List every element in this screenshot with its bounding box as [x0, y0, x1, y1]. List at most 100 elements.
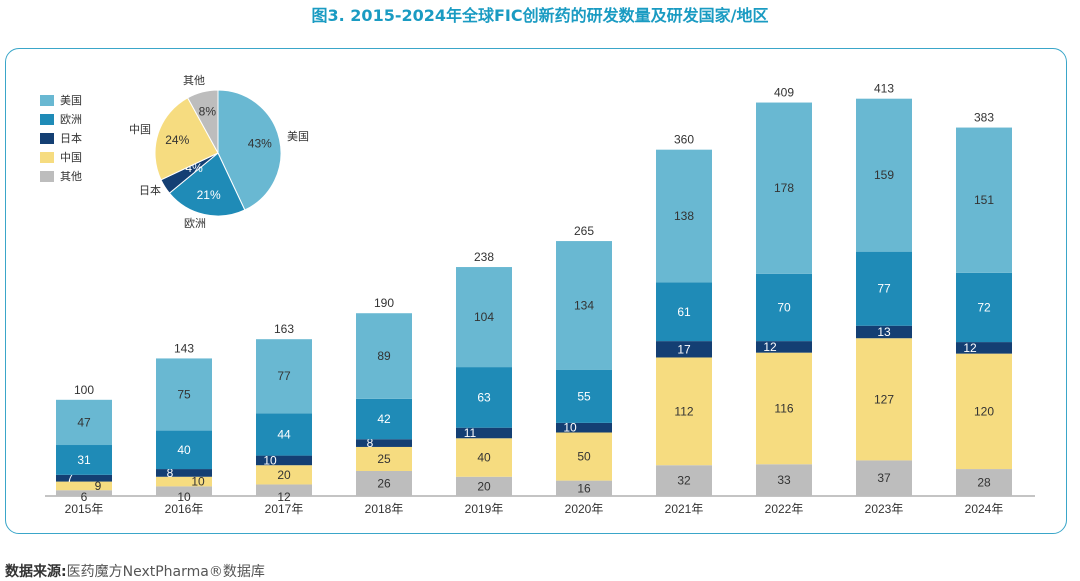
bar-total-8: 413 — [874, 82, 894, 96]
bar-label-美国-8: 159 — [874, 168, 894, 182]
bar-日本-4 — [456, 427, 512, 439]
bar-欧洲-5 — [556, 369, 612, 423]
bar-total-6: 360 — [674, 133, 694, 147]
bar-label-美国-4: 104 — [474, 310, 494, 324]
bar-美国-2 — [256, 339, 312, 414]
bar-label-日本-6: 17 — [677, 342, 691, 356]
chart-panel — [5, 48, 1067, 534]
bar-label-其他-5: 16 — [577, 481, 591, 495]
bar-total-0: 100 — [74, 383, 94, 397]
bar-中国-4 — [456, 438, 512, 477]
pie-slice-其他 — [186, 89, 219, 154]
bar-其他-6 — [656, 465, 712, 496]
pie-label-日本: 日本 — [139, 183, 161, 197]
bar-label-美国-9: 151 — [974, 193, 994, 207]
bar-其他-2 — [256, 484, 312, 496]
bar-total-9: 383 — [974, 111, 994, 125]
bar-label-日本-0: 7 — [67, 471, 74, 485]
bar-日本-2 — [256, 455, 312, 466]
bar-中国-2 — [256, 465, 312, 485]
bar-label-中国-0: 9 — [95, 479, 102, 493]
bar-label-欧洲-2: 44 — [277, 427, 291, 441]
bar-label-日本-8: 13 — [877, 325, 891, 339]
x-tick-7: 2022年 — [765, 502, 804, 516]
bar-label-欧洲-6: 61 — [677, 305, 691, 319]
legend-label-2: 日本 — [60, 131, 82, 145]
bar-美国-9 — [956, 127, 1012, 273]
x-tick-2: 2017年 — [265, 502, 304, 516]
bar-label-其他-6: 32 — [677, 474, 691, 488]
bar-label-其他-0: 6 — [81, 490, 88, 504]
bar-label-日本-5: 10 — [563, 421, 577, 435]
x-tick-3: 2018年 — [365, 502, 404, 516]
bar-label-欧洲-9: 72 — [977, 300, 991, 314]
bar-label-其他-8: 37 — [877, 471, 891, 485]
x-tick-4: 2019年 — [465, 502, 504, 516]
bar-美国-7 — [756, 102, 812, 274]
legend-label-0: 美国 — [60, 94, 82, 107]
bar-label-中国-9: 120 — [974, 404, 994, 418]
bar-美国-5 — [556, 241, 612, 370]
data-source: 数据来源:医药魔方NextPharma®数据库 — [5, 561, 265, 581]
bar-label-中国-4: 40 — [477, 451, 491, 465]
bar-label-其他-3: 26 — [377, 476, 391, 490]
bar-欧洲-0 — [56, 445, 112, 475]
legend-swatch-2 — [40, 133, 54, 144]
bar-其他-1 — [156, 486, 212, 496]
bar-中国-5 — [556, 432, 612, 481]
bar-label-日本-1: 8 — [167, 466, 174, 480]
pie-value-欧洲: 21% — [197, 188, 221, 202]
bar-label-美国-0: 47 — [77, 415, 91, 429]
legend-swatch-1 — [40, 114, 54, 125]
bar-label-其他-9: 28 — [977, 476, 991, 490]
bar-日本-0 — [56, 474, 112, 482]
x-tick-5: 2020年 — [565, 502, 604, 516]
bar-label-中国-1: 10 — [191, 475, 205, 489]
bar-label-美国-1: 75 — [177, 388, 191, 402]
bar-label-欧洲-3: 42 — [377, 412, 391, 426]
x-tick-6: 2021年 — [665, 502, 704, 516]
bar-total-4: 238 — [474, 250, 494, 264]
bar-label-日本-2: 10 — [263, 453, 277, 467]
bar-美国-8 — [856, 98, 912, 252]
bar-label-欧洲-4: 63 — [477, 390, 491, 404]
bar-日本-1 — [156, 469, 212, 477]
bar-美国-4 — [456, 267, 512, 368]
bar-label-其他-1: 10 — [177, 490, 191, 504]
bar-label-美国-5: 134 — [574, 299, 594, 313]
bar-label-中国-6: 112 — [674, 404, 693, 418]
x-tick-9: 2024年 — [965, 502, 1004, 516]
bar-中国-7 — [756, 352, 812, 465]
bar-label-中国-7: 116 — [774, 401, 793, 415]
bar-total-5: 265 — [574, 224, 594, 238]
legend-swatch-4 — [40, 171, 54, 182]
bar-美国-0 — [56, 399, 112, 446]
bar-label-美国-7: 178 — [774, 181, 794, 195]
bar-欧洲-1 — [156, 430, 212, 470]
bar-label-其他-7: 33 — [777, 473, 791, 487]
bar-中国-3 — [356, 446, 412, 471]
bar-日本-3 — [356, 439, 412, 447]
bar-label-日本-9: 12 — [963, 341, 977, 355]
bar-label-中国-3: 25 — [377, 452, 391, 466]
bar-其他-0 — [56, 490, 112, 496]
bar-label-其他-2: 12 — [277, 490, 291, 504]
bar-中国-0 — [56, 481, 112, 491]
chart-title: 图3. 2015-2024年全球FIC创新药的研发数量及研发国家/地区 — [311, 6, 769, 25]
bar-label-欧洲-7: 70 — [777, 300, 791, 314]
bar-label-日本-3: 8 — [367, 436, 374, 450]
bar-其他-9 — [956, 469, 1012, 496]
bar-日本-6 — [656, 341, 712, 358]
bar-label-中国-2: 20 — [277, 468, 291, 482]
bar-中国-6 — [656, 357, 712, 466]
bar-label-日本-7: 12 — [763, 340, 777, 354]
bar-美国-3 — [356, 313, 412, 399]
bar-label-中国-5: 50 — [577, 450, 591, 464]
bar-total-2: 163 — [274, 322, 294, 336]
x-tick-1: 2016年 — [165, 502, 204, 516]
bar-label-美国-6: 138 — [674, 209, 694, 223]
bar-label-欧洲-0: 31 — [77, 453, 91, 467]
bar-欧洲-4 — [456, 367, 512, 428]
pie-label-美国: 美国 — [287, 130, 309, 143]
bar-欧洲-9 — [956, 272, 1012, 343]
